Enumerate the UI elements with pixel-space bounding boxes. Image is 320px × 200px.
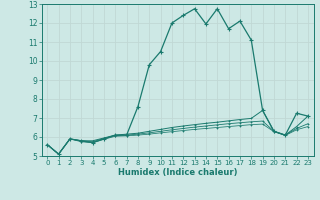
X-axis label: Humidex (Indice chaleur): Humidex (Indice chaleur) bbox=[118, 168, 237, 177]
